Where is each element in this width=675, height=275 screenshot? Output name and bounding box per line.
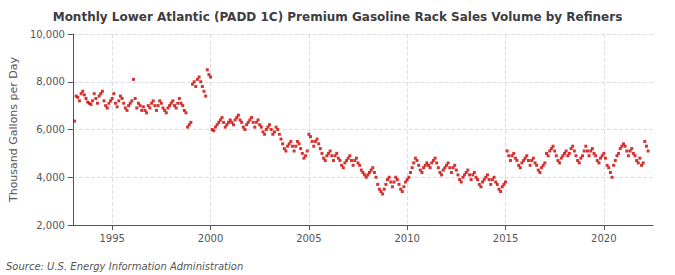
svg-text:2,000: 2,000: [36, 220, 65, 231]
svg-text:4,000: 4,000: [36, 172, 65, 183]
svg-text:2010: 2010: [394, 233, 419, 244]
svg-text:2020: 2020: [591, 233, 616, 244]
svg-text:1995: 1995: [99, 233, 124, 244]
svg-text:8,000: 8,000: [36, 76, 65, 87]
svg-text:Source: U.S. Energy Informatio: Source: U.S. Energy Information Administ…: [6, 261, 243, 272]
svg-text:2000: 2000: [198, 233, 223, 244]
svg-text:2015: 2015: [493, 233, 518, 244]
svg-text:10,000: 10,000: [30, 29, 65, 40]
svg-text:2005: 2005: [296, 233, 321, 244]
svg-text:Monthly Lower Atlantic (PADD 1: Monthly Lower Atlantic (PADD 1C) Premium…: [53, 10, 623, 24]
svg-text:Thousand Gallons per Day: Thousand Gallons per Day: [7, 56, 20, 203]
svg-text:6,000: 6,000: [36, 124, 65, 135]
